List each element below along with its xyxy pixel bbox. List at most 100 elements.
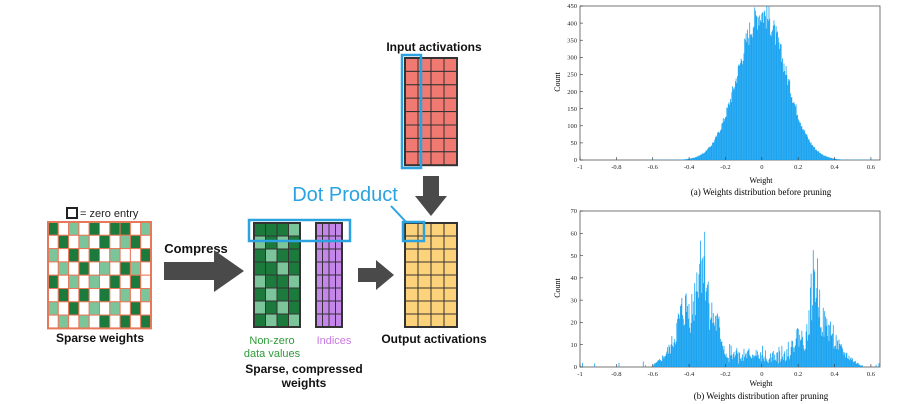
histogram-bar [709, 147, 711, 160]
sparse-weights-label: Sparse weights [56, 331, 144, 345]
histogram-bar [711, 302, 713, 367]
histogram-bar [830, 335, 832, 367]
index-cell [322, 222, 330, 237]
histogram-bar [660, 361, 662, 367]
sparse-cell [140, 314, 152, 329]
histogram-bar [782, 359, 784, 367]
histogram-bar [749, 22, 751, 160]
histogram-bar [705, 150, 707, 160]
histogram-bar [674, 339, 676, 367]
histogram-bar [815, 301, 816, 367]
input-cell [404, 97, 419, 113]
histogram-bar [732, 359, 733, 367]
output-cell [430, 313, 445, 328]
histogram-bar [748, 44, 750, 161]
sparse-cell [68, 274, 80, 290]
histogram-bar [742, 360, 744, 367]
histogram-bar [690, 323, 692, 367]
histogram-bar [854, 361, 856, 367]
histogram-bar [757, 351, 758, 367]
histogram-bar [675, 344, 676, 367]
x-tick-label: 0.6 [867, 164, 876, 171]
output-cell [430, 248, 445, 263]
histogram-bar [751, 33, 753, 160]
legend-zero-entry-swatch [66, 207, 78, 219]
histogram-bar [685, 295, 686, 367]
y-tick-label: 300 [567, 55, 577, 62]
histogram-bar [682, 159, 684, 160]
histogram-bar [750, 357, 752, 367]
plot-frame [579, 210, 881, 368]
histogram-bar [834, 346, 836, 367]
histogram-bar [774, 24, 776, 160]
histogram-bar [652, 365, 654, 367]
sparse-cell [119, 221, 131, 236]
histogram-bar [835, 335, 837, 367]
histogram-bar [752, 355, 754, 367]
histogram-bar [727, 108, 728, 160]
x-tick-label: 0 [760, 164, 763, 171]
histogram-bar [843, 354, 845, 367]
histogram-bar [755, 10, 756, 160]
histogram-bar [760, 352, 761, 367]
nonzero-cell [253, 313, 266, 328]
histogram-bar [713, 322, 715, 367]
histogram-bar [827, 157, 828, 160]
histogram-bar [760, 20, 761, 161]
histogram-bar [667, 353, 669, 367]
nonzero-cell [276, 287, 289, 302]
input-cell [430, 70, 445, 86]
sparse-cell [99, 234, 111, 250]
histogram-bar [764, 361, 766, 367]
histogram-bar [797, 114, 798, 160]
histogram-bar [762, 358, 764, 367]
sparse-cell [57, 261, 70, 276]
sparse-cell [140, 234, 152, 250]
histogram-bar [810, 143, 811, 160]
histogram-bar [747, 38, 749, 161]
histogram-bar [690, 158, 692, 160]
histogram-bar [816, 288, 818, 367]
histogram-bar [825, 155, 826, 160]
histogram-bar [820, 152, 821, 160]
histogram-bar [838, 339, 840, 367]
histogram-bar [817, 151, 819, 160]
histogram-bar [715, 330, 717, 367]
input-cell [443, 124, 458, 139]
histogram-bar [691, 294, 693, 367]
histogram-bar [812, 146, 814, 160]
histogram-bar [698, 155, 700, 160]
input-cell [430, 151, 445, 166]
histogram-bar [659, 359, 661, 367]
sparse-cell [68, 234, 80, 250]
histogram-bar [707, 148, 709, 160]
histogram-bar [857, 363, 859, 367]
histogram-bar [654, 363, 656, 367]
output-cell [404, 248, 419, 263]
index-cell [322, 248, 330, 263]
histogram-bar [785, 361, 786, 367]
histogram-bar [764, 10, 766, 160]
histogram-bar [842, 351, 844, 367]
histogram-bar [720, 339, 721, 367]
histogram-bar [782, 58, 783, 160]
histogram-bar [777, 37, 779, 161]
histogram-bar [691, 158, 693, 160]
histogram-bar [653, 364, 655, 367]
histogram-bar [726, 107, 728, 160]
histogram-bar [810, 142, 812, 160]
histogram-bar [797, 328, 799, 367]
histogram-bar [846, 352, 848, 367]
histogram-bar [680, 304, 682, 367]
y-tick-label: 30 [571, 297, 578, 304]
histogram-bar [719, 327, 721, 367]
histogram-bar [686, 311, 688, 367]
dot-product-row-highlight [247, 218, 352, 243]
histogram-bar [657, 361, 658, 367]
x-tick-label: 0.4 [830, 371, 839, 378]
output-cell [443, 261, 458, 276]
histogram-bar [759, 358, 761, 367]
histogram-bar [830, 321, 831, 367]
histogram-bar [755, 355, 756, 367]
histogram-bar [835, 345, 836, 367]
